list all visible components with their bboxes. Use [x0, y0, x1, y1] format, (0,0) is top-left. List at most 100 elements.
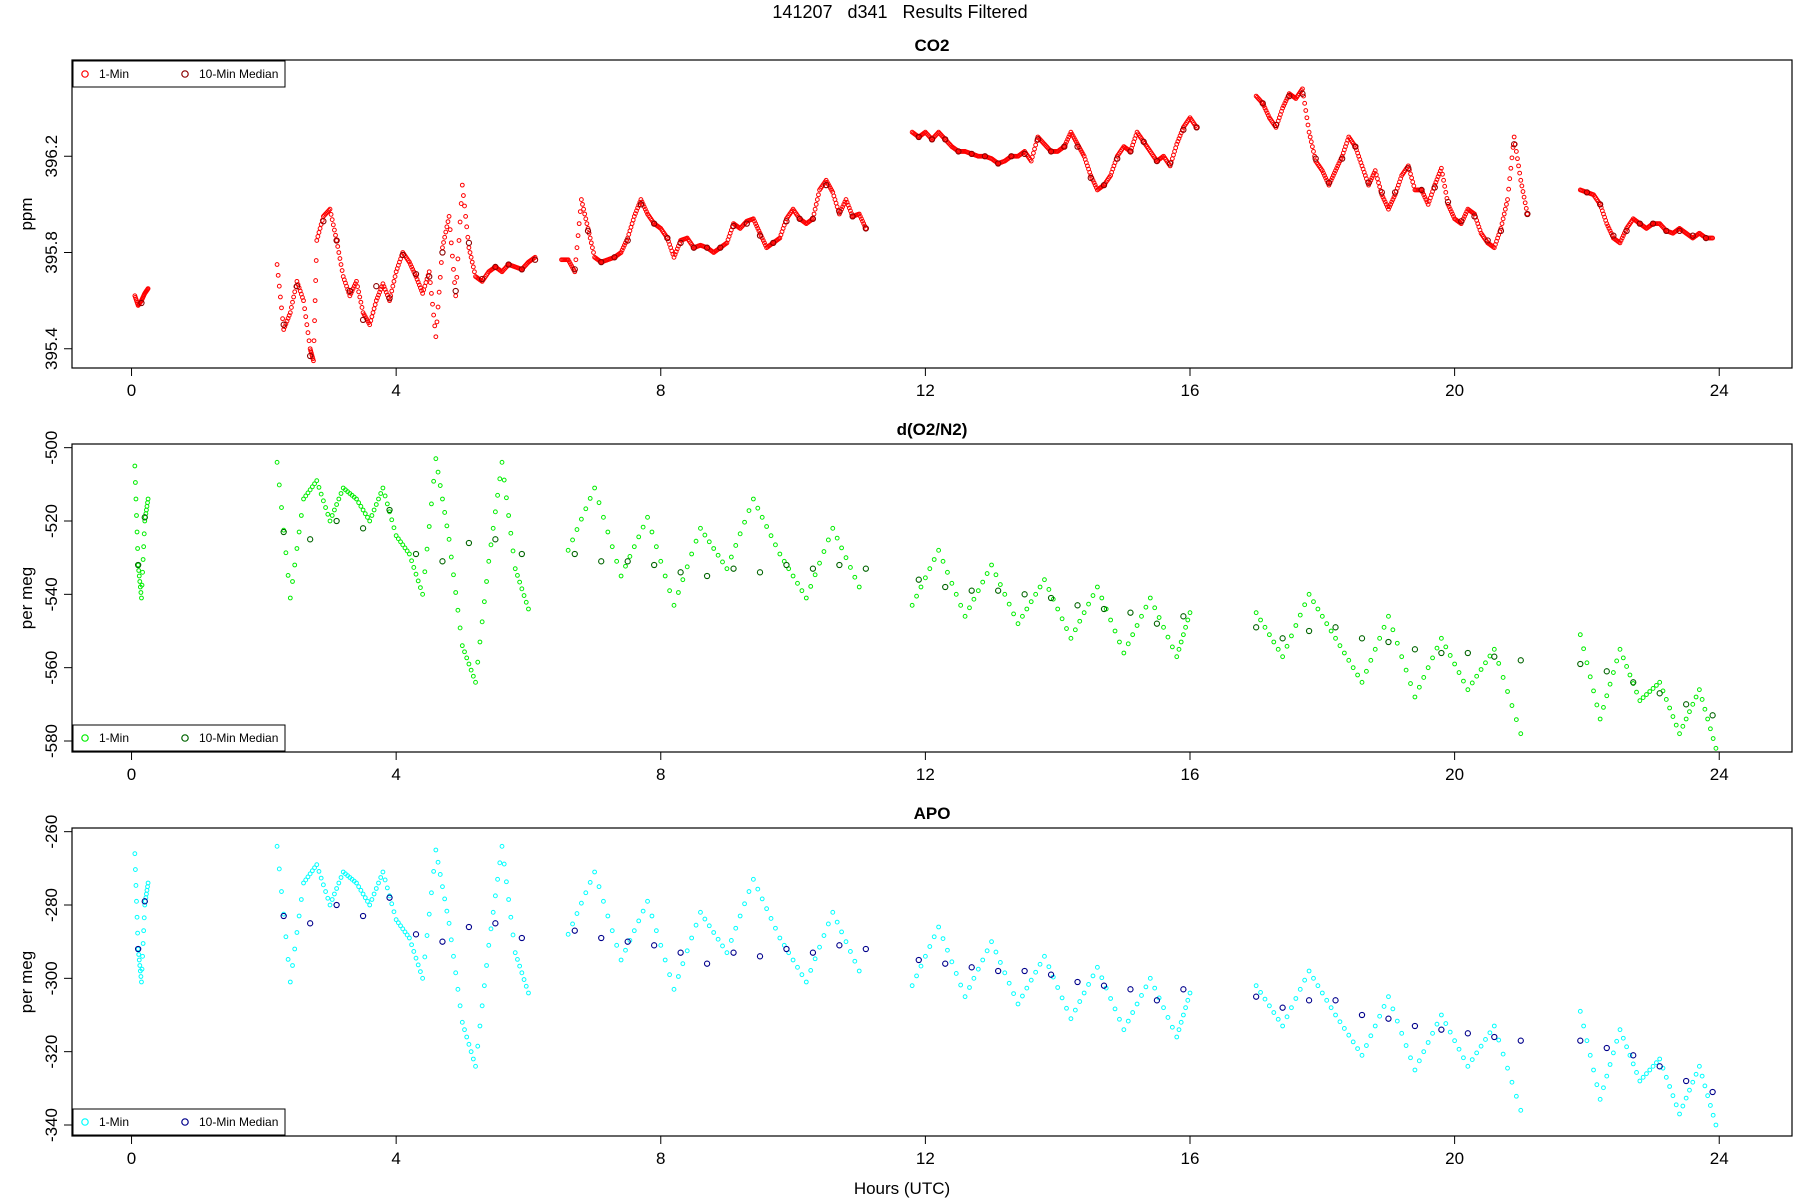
apo-point	[1134, 1001, 1140, 1007]
apo-point	[1094, 964, 1100, 970]
o2n2-point	[636, 534, 642, 540]
o2n2-point	[839, 545, 844, 551]
apo-point	[136, 957, 142, 963]
apo-point	[486, 942, 492, 948]
apo-median-point	[598, 934, 605, 942]
o2n2-x-tick-label: 0	[127, 765, 136, 784]
apo-point	[839, 929, 844, 935]
o2n2-point	[989, 562, 994, 568]
co2-point	[1092, 182, 1098, 188]
co2-point	[355, 284, 360, 289]
co2-point	[285, 315, 291, 321]
apo-point	[1465, 1063, 1471, 1069]
apo-point	[1677, 1111, 1682, 1117]
apo-point	[989, 939, 994, 945]
o2n2-point	[362, 511, 368, 517]
co2-point	[588, 240, 594, 246]
co2-median-point	[1034, 136, 1041, 143]
apo-point	[338, 875, 344, 880]
co2-median-point	[1365, 179, 1372, 186]
co2-point	[1504, 201, 1509, 207]
o2n2-point	[140, 569, 145, 575]
apo-point	[1699, 1073, 1705, 1079]
apo-point	[1604, 1073, 1610, 1079]
co2-point	[575, 233, 581, 239]
co2-point	[444, 224, 450, 230]
co2-point	[306, 338, 312, 344]
co2-point	[1382, 199, 1388, 205]
o2n2-point	[693, 538, 699, 544]
apo-point	[1386, 994, 1391, 1000]
o2n2-point	[145, 500, 150, 506]
co2-point	[1447, 206, 1453, 212]
co2-median-point	[1074, 143, 1081, 150]
o2n2-point	[565, 547, 571, 553]
apo-point	[1178, 1019, 1184, 1025]
apo-point	[290, 963, 295, 968]
o2n2-point	[1090, 593, 1096, 598]
o2n2-median-point	[1464, 649, 1471, 657]
o2n2-median-point	[1358, 635, 1366, 642]
co2-median-point	[1497, 227, 1505, 234]
o2n2-point	[728, 554, 734, 560]
apo-median-point	[677, 949, 684, 956]
o2n2-point	[1465, 687, 1471, 693]
apo-point	[1086, 982, 1091, 987]
apo-point	[314, 862, 320, 868]
apo-point	[1174, 1034, 1180, 1040]
apo-median-point	[1656, 1063, 1663, 1070]
co2-point	[410, 266, 416, 272]
co2-point	[359, 305, 365, 310]
co2-point	[441, 240, 446, 245]
apo-point	[140, 941, 146, 946]
apo-point	[1708, 1103, 1713, 1108]
co2-point	[454, 274, 460, 280]
o2n2-median-point	[359, 525, 367, 532]
apo-median-point	[968, 964, 975, 971]
co2-median-point	[717, 244, 724, 251]
o2n2-point	[455, 607, 461, 613]
co2-point	[305, 330, 311, 336]
co2-point	[633, 211, 638, 216]
apo-median-point	[412, 931, 420, 938]
o2n2-point	[1130, 632, 1136, 638]
co2-median-point	[518, 266, 525, 273]
co2-point	[315, 234, 321, 239]
o2n2-point	[1430, 655, 1435, 661]
apo-point	[1081, 990, 1087, 996]
co2-point	[383, 289, 389, 295]
apo-point	[356, 884, 362, 890]
apo-median-point	[1577, 1037, 1584, 1044]
co2-point	[1336, 161, 1342, 166]
o2n2-point	[1143, 604, 1149, 610]
o2n2-point	[473, 679, 478, 685]
o2n2-point	[1280, 654, 1286, 660]
co2-point	[587, 235, 593, 241]
o2n2-point	[285, 572, 291, 578]
o2n2-point	[354, 496, 359, 502]
o2n2-median-point	[1279, 635, 1286, 642]
apo-point	[373, 886, 379, 891]
apo-point	[466, 1041, 472, 1047]
o2n2-point	[283, 550, 289, 556]
apo-median-point	[1305, 997, 1313, 1004]
apo-point	[578, 900, 584, 906]
co2-median-point	[1127, 148, 1134, 155]
co2-point	[434, 319, 440, 325]
co2-y-axis-label: ppm	[17, 197, 36, 230]
co2-point	[750, 216, 756, 222]
o2n2-point	[139, 595, 144, 601]
o2n2-point	[645, 514, 650, 520]
co2-point	[1281, 103, 1287, 109]
co2-x-tick-label: 8	[656, 381, 665, 400]
apo-point	[1289, 1005, 1294, 1011]
co2-point	[452, 280, 457, 285]
apo-point	[1434, 1021, 1440, 1027]
o2n2-point	[1683, 716, 1689, 722]
apo-point	[698, 909, 703, 915]
co2-point	[446, 214, 452, 219]
o2n2-median-point	[1656, 690, 1663, 697]
co2-point	[859, 216, 864, 222]
apo-point	[292, 946, 298, 952]
apo-point	[1377, 1013, 1383, 1019]
